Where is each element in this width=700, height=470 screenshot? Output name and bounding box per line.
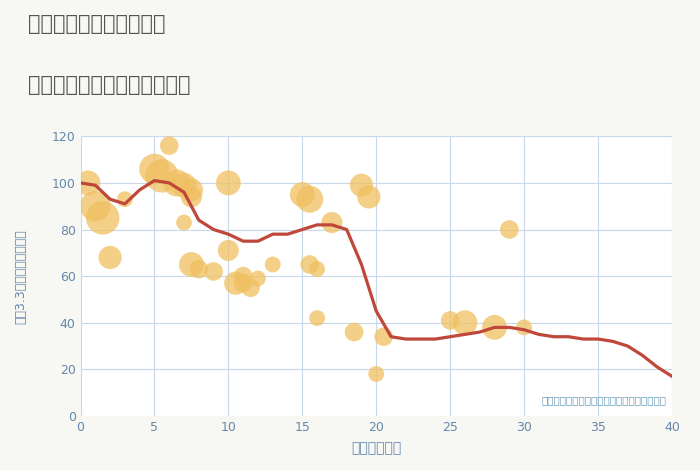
Point	[149, 165, 160, 172]
Point	[444, 317, 456, 324]
Point	[459, 319, 470, 327]
Point	[186, 193, 197, 201]
Point	[164, 142, 175, 149]
Point	[237, 279, 248, 287]
Point	[97, 214, 108, 222]
Point	[104, 254, 116, 261]
Point	[223, 179, 234, 187]
Point	[186, 186, 197, 194]
Point	[208, 268, 219, 275]
Point	[186, 261, 197, 268]
Point	[171, 179, 182, 187]
Point	[245, 284, 256, 291]
Point	[371, 370, 382, 378]
Point	[356, 181, 367, 189]
X-axis label: 築年数（年）: 築年数（年）	[351, 441, 401, 455]
Point	[267, 261, 279, 268]
Point	[223, 247, 234, 254]
Point	[504, 226, 515, 233]
Text: 築年数別中古マンション価格: 築年数別中古マンション価格	[28, 75, 190, 95]
Point	[519, 324, 530, 331]
Point	[489, 324, 500, 331]
Point	[119, 196, 130, 203]
Point	[193, 266, 204, 273]
Text: 坪（3.3㎡）単価（万円）: 坪（3.3㎡）単価（万円）	[15, 229, 27, 323]
Text: 三重県津市美里町日南田: 三重県津市美里町日南田	[28, 14, 165, 34]
Point	[178, 181, 190, 189]
Point	[237, 272, 248, 280]
Point	[297, 191, 308, 198]
Point	[312, 314, 323, 322]
Point	[378, 333, 389, 340]
Point	[304, 261, 315, 268]
Point	[253, 274, 264, 282]
Point	[83, 179, 94, 187]
Point	[178, 219, 190, 226]
Point	[156, 172, 167, 180]
Point	[349, 328, 360, 336]
Text: 円の大きさは、取引のあった物件面積を示す: 円の大きさは、取引のあった物件面積を示す	[541, 395, 666, 405]
Point	[363, 193, 374, 201]
Point	[326, 219, 337, 226]
Point	[304, 196, 315, 203]
Point	[230, 279, 241, 287]
Point	[90, 203, 101, 210]
Point	[312, 266, 323, 273]
